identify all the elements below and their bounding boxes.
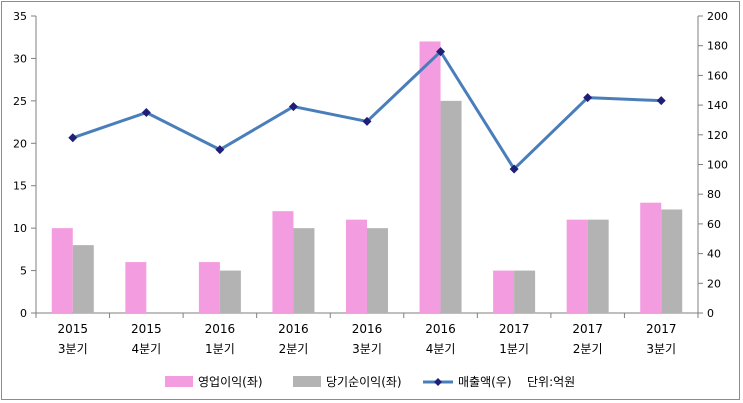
revenue-point <box>436 47 446 57</box>
left-tick-label: 5 <box>20 265 27 278</box>
right-tick-label: 140 <box>707 99 728 112</box>
bar-operating-profit <box>51 228 73 313</box>
bar-operating-profit <box>346 219 367 313</box>
x-tick-label-year: 2015 <box>131 322 162 336</box>
left-tick-label: 25 <box>13 95 27 108</box>
bar-operating-profit <box>198 262 220 313</box>
bar-net-income <box>293 228 315 313</box>
bars-group <box>51 41 683 313</box>
right-tick-label: 0 <box>707 307 714 320</box>
bar-net-income <box>587 219 609 313</box>
right-tick-label: 100 <box>707 159 728 172</box>
legend: 영업이익(좌) 당기순이익(좌) 매출액(우) 단위:억원 <box>165 375 575 389</box>
x-tick-label-year: 2016 <box>278 322 309 336</box>
legend-swatch-operating-profit <box>165 376 193 387</box>
x-tick-label-year: 2016 <box>352 322 383 336</box>
left-tick-label: 10 <box>13 222 27 235</box>
bar-net-income <box>514 270 536 313</box>
bar-operating-profit <box>419 41 441 313</box>
legend-label: 매출액(우) <box>458 375 512 389</box>
left-tick-label: 0 <box>20 307 27 320</box>
x-tick-label-year: 2017 <box>499 322 530 336</box>
bar-operating-profit <box>272 211 294 313</box>
x-tick-label-quarter: 2분기 <box>279 342 309 356</box>
legend-swatch-net-income <box>293 376 321 387</box>
revenue-point <box>68 133 78 143</box>
revenue-point <box>656 96 666 106</box>
bar-net-income <box>72 245 94 313</box>
legend-label: 당기순이익(좌) <box>326 375 402 389</box>
x-tick-label-quarter: 2분기 <box>573 342 603 356</box>
right-tick-label: 80 <box>707 188 721 201</box>
x-tick-label-quarter: 3분기 <box>646 342 676 356</box>
x-tick-label-year: 2016 <box>205 322 236 336</box>
right-tick-label: 120 <box>707 129 728 142</box>
x-tick-label-quarter: 3분기 <box>58 342 88 356</box>
revenue-point <box>362 116 372 126</box>
revenue-point <box>509 164 519 174</box>
left-tick-label: 30 <box>13 52 27 65</box>
bar-operating-profit <box>125 262 147 313</box>
legend-label: 영업이익(좌) <box>198 375 263 389</box>
left-tick-label: 15 <box>13 180 27 193</box>
right-tick-label: 200 <box>707 10 728 23</box>
revenue-point <box>215 145 225 155</box>
bar-net-income <box>219 270 241 313</box>
right-tick-label: 160 <box>707 69 728 82</box>
bar-net-income <box>367 228 388 313</box>
x-tick-label-quarter: 4분기 <box>131 342 161 356</box>
x-tick-label-year: 2017 <box>572 322 603 336</box>
revenue-line <box>72 50 662 171</box>
right-tick-label: 20 <box>707 277 721 290</box>
x-tick-label-quarter: 4분기 <box>426 342 456 356</box>
bar-operating-profit <box>493 270 515 313</box>
x-tick-label-quarter: 1분기 <box>205 342 235 356</box>
x-tick-label-year: 2016 <box>425 322 456 336</box>
unit-note: 단위:억원 <box>527 375 575 389</box>
line-group <box>68 47 666 174</box>
legend-swatch-revenue-marker <box>434 378 442 386</box>
left-tick-label: 35 <box>13 10 27 23</box>
x-tick-label-year: 2015 <box>58 322 89 336</box>
right-tick-label: 40 <box>707 248 721 261</box>
x-tick-label-quarter: 1분기 <box>499 342 529 356</box>
right-tick-label: 180 <box>707 40 728 53</box>
bar-net-income <box>440 100 462 313</box>
labels-group: 0 5 10 15 20 25 30 35 0 20 40 60 80 100 120 140 160 180 20… <box>13 10 728 356</box>
bar-operating-profit <box>640 202 662 313</box>
revenue-point <box>141 108 151 118</box>
revenue-point <box>288 102 298 112</box>
x-tick-label-quarter: 3분기 <box>352 342 382 356</box>
x-tick-label-year: 2017 <box>646 322 677 336</box>
left-tick-label: 20 <box>13 137 27 150</box>
bar-operating-profit <box>566 219 588 313</box>
revenue-point <box>583 93 593 103</box>
right-tick-label: 60 <box>707 218 721 231</box>
bar-net-income <box>661 209 683 313</box>
